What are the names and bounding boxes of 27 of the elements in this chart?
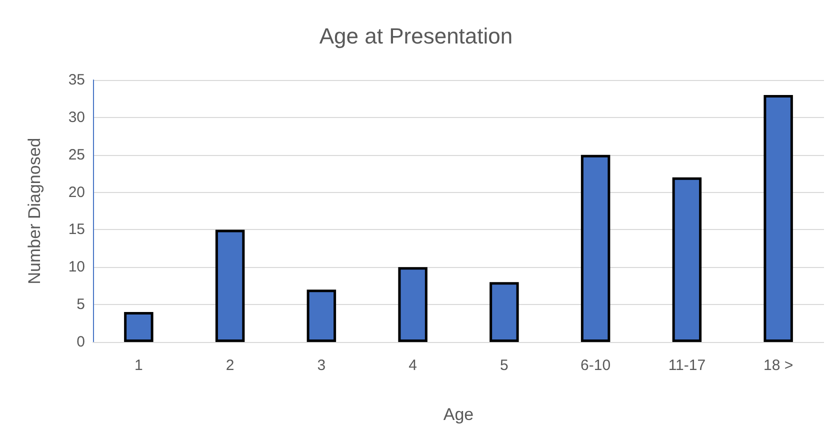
x-tick-label: 2 — [226, 357, 234, 374]
chart-title: Age at Presentation — [319, 24, 513, 48]
x-tick-label: 11-17 — [668, 357, 706, 374]
y-tick-label: 20 — [68, 184, 85, 201]
y-tick-label: 15 — [68, 221, 85, 238]
x-tick-label: 6-10 — [580, 357, 611, 374]
y-tick-label: 25 — [68, 146, 85, 164]
bar — [398, 267, 428, 342]
bar — [490, 282, 519, 342]
y-tick-label: 10 — [68, 258, 85, 276]
x-axis-title: Age — [443, 405, 474, 424]
x-tick-label: 4 — [408, 357, 417, 374]
bar — [580, 154, 610, 342]
x-tick-label: 5 — [500, 357, 508, 374]
x-tick-label: 3 — [317, 357, 326, 374]
y-tick-label: 0 — [76, 334, 85, 350]
y-tick-label: 5 — [76, 296, 85, 314]
y-tick-label: 30 — [68, 108, 85, 126]
y-axis-title: Number Diagnosed — [25, 138, 44, 284]
bar — [306, 290, 336, 342]
bar — [764, 94, 793, 342]
bar — [672, 177, 702, 342]
bar — [124, 312, 154, 342]
x-tick-label: 18 > — [764, 357, 794, 374]
y-tick-label: 35 — [68, 72, 85, 88]
bar — [215, 230, 245, 342]
x-tick-label: 1 — [134, 357, 143, 374]
